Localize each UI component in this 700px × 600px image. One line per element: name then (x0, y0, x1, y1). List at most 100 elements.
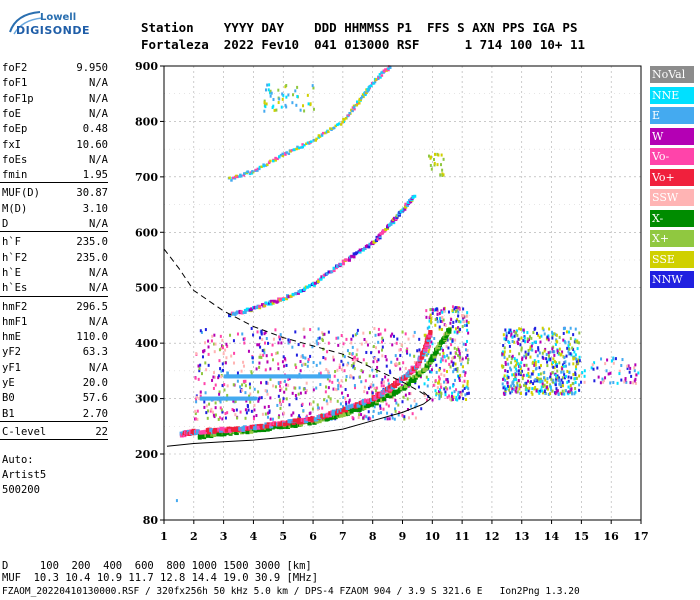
echo-point (432, 158, 435, 162)
echo-point (277, 367, 280, 371)
echo-point (574, 339, 577, 343)
echo-point (535, 366, 538, 370)
echo-point (455, 388, 458, 392)
echo-point (203, 382, 206, 386)
echo-point (625, 380, 628, 384)
echo-point (433, 163, 436, 167)
o-trace-point (331, 409, 336, 414)
echo-point (568, 352, 571, 356)
echo-point (519, 371, 522, 375)
echo-point (574, 390, 577, 394)
echo-point (258, 355, 261, 359)
echo-point (253, 387, 256, 391)
echo-point (553, 350, 556, 354)
echo-point (395, 401, 398, 405)
echo-point (538, 366, 541, 370)
echo-point (269, 89, 272, 93)
echo-point (207, 363, 210, 367)
echo-point (364, 379, 367, 383)
echo-point (444, 393, 447, 397)
echo-point (280, 105, 283, 109)
echo-point (515, 329, 518, 333)
o-trace-point (338, 410, 343, 415)
echo-point (332, 358, 335, 362)
echo-point (285, 383, 288, 387)
echo-point (368, 374, 371, 378)
x-trace-point (294, 423, 299, 428)
second-hop-point (358, 250, 362, 254)
echo-point (555, 333, 558, 337)
echo-point (503, 355, 506, 359)
echo-point (441, 355, 444, 359)
echo-point (194, 412, 197, 416)
echo-point (514, 385, 517, 389)
param-value: 110.0 (76, 331, 108, 344)
echo-point (291, 101, 294, 105)
echo-point (224, 348, 227, 352)
echo-point (401, 330, 404, 334)
echo-point (415, 402, 418, 406)
third-hop-point (339, 123, 343, 126)
echo-point (337, 336, 340, 340)
param-name: h`Es (2, 282, 28, 295)
echo-point (423, 393, 426, 397)
echo-point (248, 382, 251, 386)
o-trace-point (286, 421, 291, 426)
echo-point (376, 359, 379, 363)
x-trace-point (447, 328, 452, 333)
echo-point (283, 357, 286, 361)
echo-point (373, 405, 376, 409)
echo-point (508, 385, 511, 389)
echo-point (342, 363, 345, 367)
echo-point (509, 349, 512, 353)
echo-point (547, 351, 550, 355)
echo-point (377, 411, 380, 415)
echo-point (434, 389, 437, 393)
echo-point (543, 383, 546, 387)
echo-point (211, 334, 214, 338)
echo-point (541, 379, 544, 383)
echo-point (266, 360, 269, 364)
echo-point (326, 402, 329, 406)
echo-point (388, 369, 391, 373)
echo-point (466, 321, 469, 325)
echo-point (552, 360, 555, 364)
echo-point (277, 381, 280, 385)
echo-point (556, 349, 559, 353)
second-hop-point (341, 259, 345, 263)
echo-point (465, 397, 468, 401)
echo-point (272, 384, 275, 388)
echo-point (205, 411, 208, 415)
echo-point (395, 362, 398, 366)
x-tick-label: 4 (250, 530, 258, 543)
echo-point (365, 340, 368, 344)
echo-point (214, 383, 217, 387)
echo-point (259, 381, 262, 385)
echo-point (501, 352, 504, 356)
echo-point (524, 385, 527, 389)
echo-point (403, 415, 406, 419)
echo-point (530, 344, 533, 348)
echo-point (295, 353, 298, 357)
echo-point (522, 373, 525, 377)
echo-point (571, 346, 574, 350)
echo-point (396, 357, 399, 361)
echo-point (612, 381, 615, 385)
x-tick-label: 13 (514, 530, 529, 543)
echo-point (271, 343, 274, 347)
echo-point (266, 415, 269, 419)
echo-point (407, 416, 410, 420)
echo-point (195, 400, 198, 404)
echo-point (529, 345, 532, 349)
echo-point (618, 372, 621, 376)
echo-point (440, 153, 443, 157)
x-tick-label: 11 (454, 530, 469, 543)
third-hop-point (359, 98, 362, 102)
echo-point (249, 386, 252, 390)
echo-point (326, 350, 329, 354)
param-name: MUF(D) (2, 187, 40, 200)
echo-point (544, 378, 547, 382)
echo-point (280, 341, 283, 345)
echo-point (510, 368, 513, 372)
echo-point (537, 346, 540, 350)
